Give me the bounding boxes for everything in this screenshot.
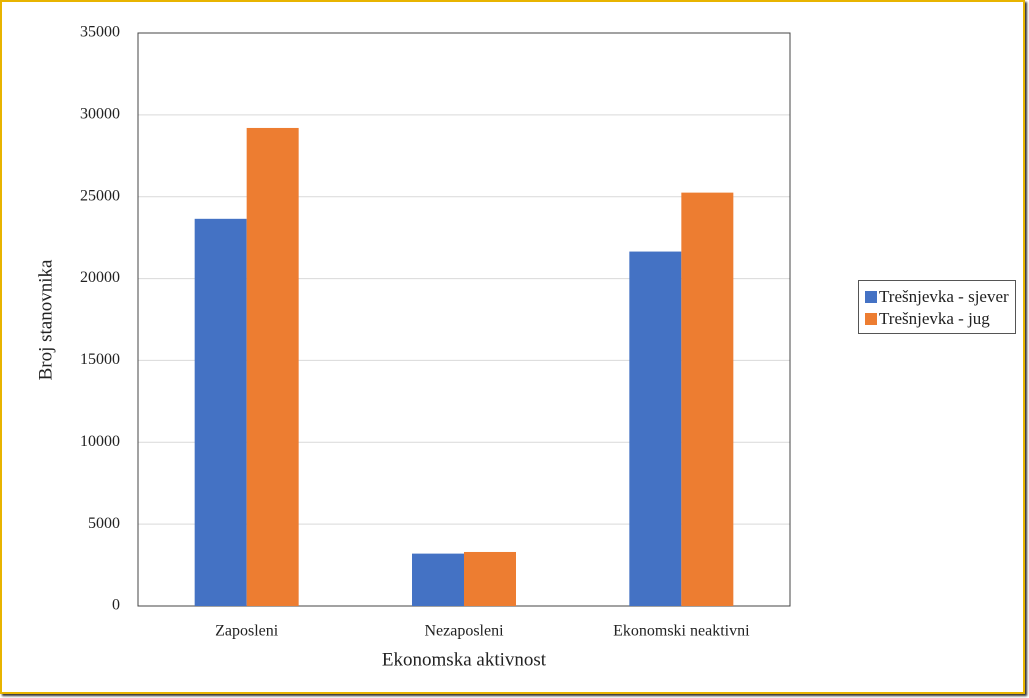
bar — [194, 218, 247, 606]
legend-swatch — [865, 291, 877, 303]
legend: Trešnjevka - sjever Trešnjevka - jug — [858, 280, 1016, 334]
x-axis-title: Ekonomska aktivnost — [382, 649, 547, 670]
x-tick-label: Nezaposleni — [424, 623, 504, 640]
y-tick-label: 5000 — [88, 515, 120, 532]
legend-label: Trešnjevka - sjever — [879, 287, 1009, 306]
y-tick-label: 35000 — [80, 24, 120, 41]
bar — [412, 553, 464, 606]
y-tick-label: 20000 — [80, 269, 120, 286]
x-tick-label: Ekonomski neaktivni — [613, 623, 750, 640]
y-tick-label: 10000 — [80, 433, 120, 450]
legend-item: Trešnjevka - jug — [865, 308, 1011, 329]
bar — [246, 127, 299, 606]
y-tick-label: 0 — [112, 597, 120, 614]
y-axis-title: Broj stanovnika — [35, 259, 56, 380]
y-tick-label: 15000 — [80, 351, 120, 368]
y-tick-label: 25000 — [80, 187, 120, 204]
bar — [681, 192, 734, 606]
legend-item: Trešnjevka - sjever — [865, 286, 1011, 307]
y-tick-label: 30000 — [80, 106, 120, 123]
bar — [464, 551, 516, 606]
legend-swatch — [865, 313, 877, 325]
legend-label: Trešnjevka - jug — [879, 309, 990, 328]
bar — [629, 251, 682, 606]
x-tick-label: Zaposleni — [215, 623, 279, 640]
